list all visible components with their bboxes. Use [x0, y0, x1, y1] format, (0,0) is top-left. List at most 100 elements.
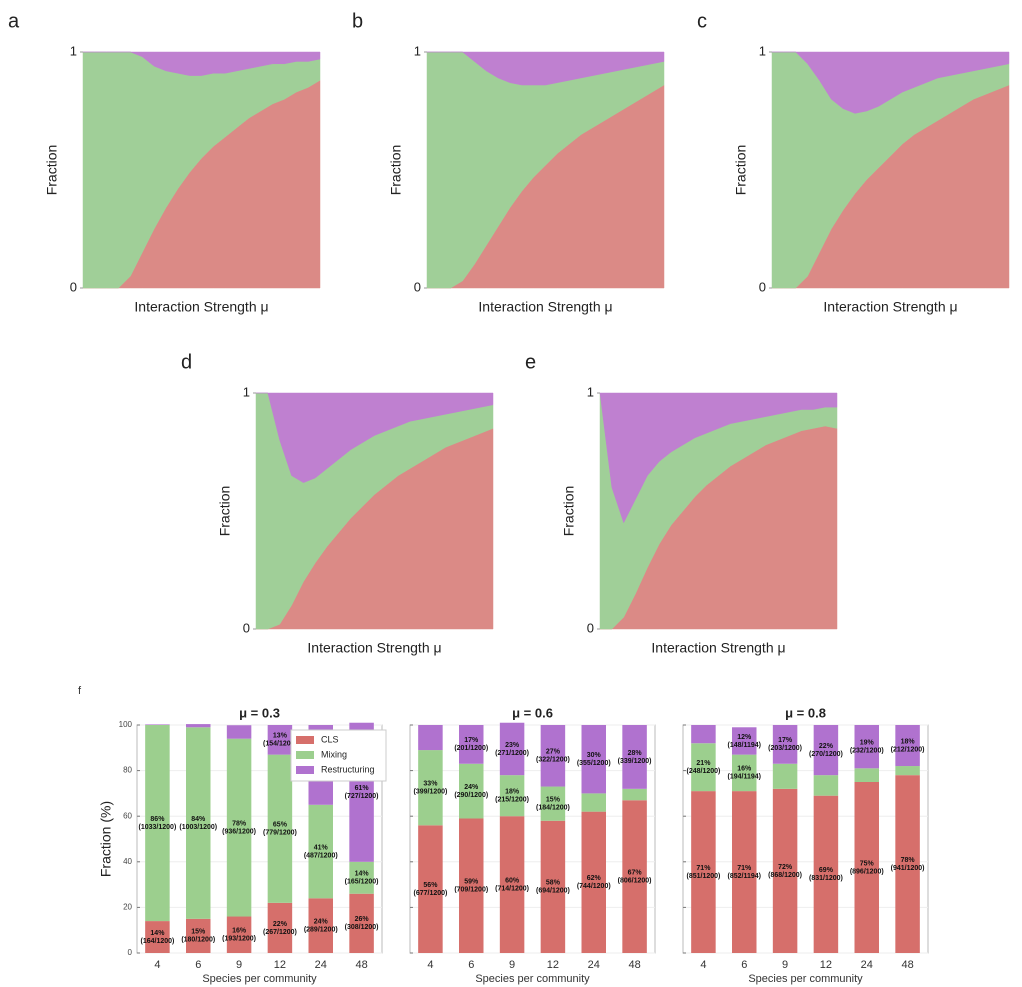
- x-tick-label: 6: [195, 959, 201, 971]
- bar-segment: [267, 754, 293, 903]
- y-axis-label: Fraction: [44, 145, 60, 196]
- value-label: 72%: [778, 864, 793, 871]
- panel-label: f: [78, 685, 82, 697]
- value-label: 15%: [191, 929, 206, 936]
- bar-segment: [772, 788, 798, 953]
- value-label: (164/1200): [140, 938, 174, 945]
- value-label: (727/1200): [345, 793, 379, 800]
- value-label: 62%: [587, 875, 602, 882]
- bar-segment: [691, 791, 716, 953]
- y-tick-label: 1: [414, 43, 421, 58]
- value-label: 27%: [546, 749, 561, 756]
- value-label: 24%: [464, 784, 479, 791]
- value-label: (677/1200): [413, 890, 447, 897]
- bar-segment: [772, 763, 798, 789]
- bar-segment: [145, 724, 170, 725]
- legend-label: CLS: [321, 734, 339, 744]
- value-label: (831/1200): [809, 875, 843, 882]
- value-label: 86%: [150, 816, 165, 823]
- bar-segment: [854, 725, 879, 769]
- y-axis-label: Fraction (%): [98, 801, 114, 877]
- legend-swatch: [296, 766, 314, 774]
- chart-title: μ = 0.8: [785, 705, 826, 720]
- value-label: (194/1194): [728, 774, 761, 781]
- bar-segment: [418, 825, 443, 953]
- y-axis-label: Fraction: [217, 486, 233, 537]
- bar-segment: [186, 727, 211, 919]
- value-label: (1003/1200): [179, 824, 217, 831]
- x-axis-label: Species per community: [202, 973, 317, 985]
- y-tick-label: 1: [759, 43, 766, 58]
- bar-segment: [145, 725, 170, 922]
- value-label: (851/1200): [686, 873, 720, 880]
- y-tick-label: 0: [70, 279, 77, 294]
- value-label: 59%: [464, 879, 479, 886]
- value-label: 14%: [355, 871, 370, 878]
- bar-segment: [418, 725, 443, 751]
- value-label: 41%: [314, 844, 329, 851]
- value-label: 33%: [423, 781, 438, 788]
- value-label: (184/1200): [536, 805, 570, 812]
- bar-segment: [226, 725, 252, 739]
- value-label: (270/1200): [809, 751, 843, 758]
- x-axis-label: Interaction Strength μ: [823, 299, 957, 315]
- value-label: (709/1200): [454, 887, 488, 894]
- x-tick-label: 24: [315, 959, 327, 971]
- y-tick-label: 1: [587, 384, 594, 399]
- value-label: (896/1200): [850, 868, 884, 875]
- x-tick-label: 4: [700, 959, 706, 971]
- bar-segment: [732, 727, 757, 755]
- legend-swatch: [296, 751, 314, 759]
- value-label: (215/1200): [495, 797, 529, 804]
- panel-label: b: [352, 10, 363, 32]
- x-tick-label: 4: [427, 959, 433, 971]
- value-label: 18%: [505, 789, 520, 796]
- bar-segment: [772, 725, 798, 764]
- area: [427, 51, 665, 86]
- panel-label: e: [525, 351, 536, 373]
- bar-segment: [895, 725, 920, 767]
- bar-segment: [267, 902, 293, 953]
- value-label: (322/1200): [536, 757, 570, 764]
- y-tick-label: 0: [414, 279, 421, 294]
- value-label: 15%: [546, 797, 561, 804]
- value-label: (165/1200): [345, 879, 379, 886]
- x-axis-label: Interaction Strength μ: [307, 640, 441, 656]
- value-label: (339/1200): [618, 758, 652, 765]
- bar-segment: [581, 811, 606, 953]
- value-label: 22%: [273, 921, 288, 928]
- y-tick-label: 0: [128, 948, 133, 957]
- value-label: (193/1200): [222, 936, 256, 943]
- bar-segment: [308, 898, 333, 953]
- bar-segment: [813, 795, 839, 953]
- value-label: 23%: [505, 742, 520, 749]
- value-label: 24%: [314, 918, 329, 925]
- value-label: 13%: [273, 733, 288, 740]
- x-tick-label: 12: [274, 959, 286, 971]
- panel-label: a: [8, 10, 20, 32]
- bar-segment: [459, 725, 484, 764]
- bar-segment: [813, 725, 839, 776]
- bar-segment: [267, 725, 293, 755]
- chart-title: μ = 0.6: [512, 705, 553, 720]
- value-label: (148/1194): [728, 742, 761, 749]
- value-label: (806/1200): [618, 877, 652, 884]
- bar-segment: [622, 800, 647, 953]
- y-tick-label: 40: [123, 857, 132, 866]
- y-tick-label: 1: [243, 384, 250, 399]
- x-tick-label: 12: [820, 959, 832, 971]
- x-tick-label: 48: [901, 959, 913, 971]
- value-label: 60%: [505, 877, 520, 884]
- plot-frame: [682, 724, 929, 954]
- value-label: (201/1200): [454, 745, 488, 752]
- x-tick-label: 24: [861, 959, 873, 971]
- x-tick-label: 12: [547, 959, 559, 971]
- x-axis-label: Interaction Strength μ: [134, 299, 268, 315]
- value-label: (714/1200): [495, 885, 529, 892]
- y-axis-label: Fraction: [388, 145, 404, 196]
- bar-segment: [499, 722, 525, 776]
- value-label: 12%: [737, 734, 752, 741]
- value-label: 17%: [464, 737, 479, 744]
- bar-segment: [418, 750, 443, 826]
- value-label: (1033/1200): [139, 824, 177, 831]
